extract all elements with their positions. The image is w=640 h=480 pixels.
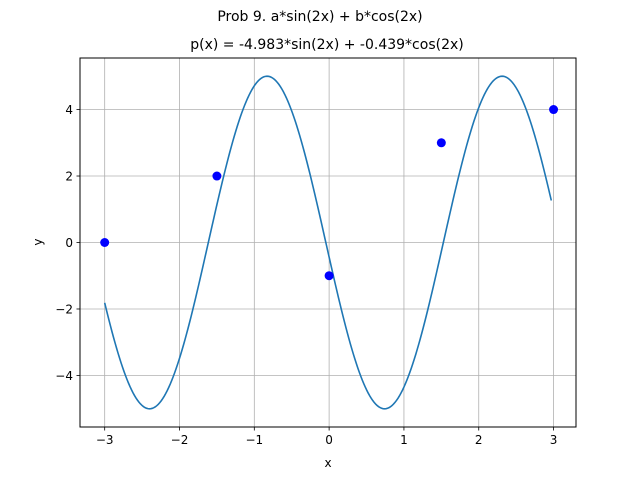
x-tick-label: 3 — [550, 433, 558, 447]
y-tick-label: −4 — [55, 369, 73, 383]
x-tick-label: −3 — [96, 433, 114, 447]
data-point — [100, 238, 110, 247]
data-point — [436, 138, 446, 148]
y-tick-label: 4 — [65, 103, 73, 117]
y-axis-label: y — [31, 238, 45, 245]
data-point — [212, 171, 222, 181]
y-tick-label: −2 — [55, 302, 73, 316]
data-point — [549, 105, 559, 115]
grid-lines — [80, 58, 576, 427]
y-tick-label: 0 — [65, 236, 73, 250]
plot-series — [100, 75, 559, 410]
figure-suptitle: Prob 9. a*sin(2x) + b*cos(2x) — [217, 9, 422, 25]
data-point — [324, 271, 334, 281]
chart-title: p(x) = -4.983*sin(2x) + -0.439*cos(2x) — [190, 37, 463, 53]
x-tick-label: 0 — [325, 433, 333, 447]
y-tick-label: 2 — [65, 170, 73, 184]
x-tick-label: −2 — [171, 433, 189, 447]
x-tick-label: 1 — [400, 433, 408, 447]
fit-curve — [103, 75, 553, 410]
x-tick-label: 2 — [475, 433, 483, 447]
axis-ticks: −3 −2 −1 0 1 2 3 −4 −2 0 2 4 — [55, 103, 557, 447]
x-axis-label: x — [324, 456, 331, 470]
x-tick-label: −1 — [245, 433, 263, 447]
